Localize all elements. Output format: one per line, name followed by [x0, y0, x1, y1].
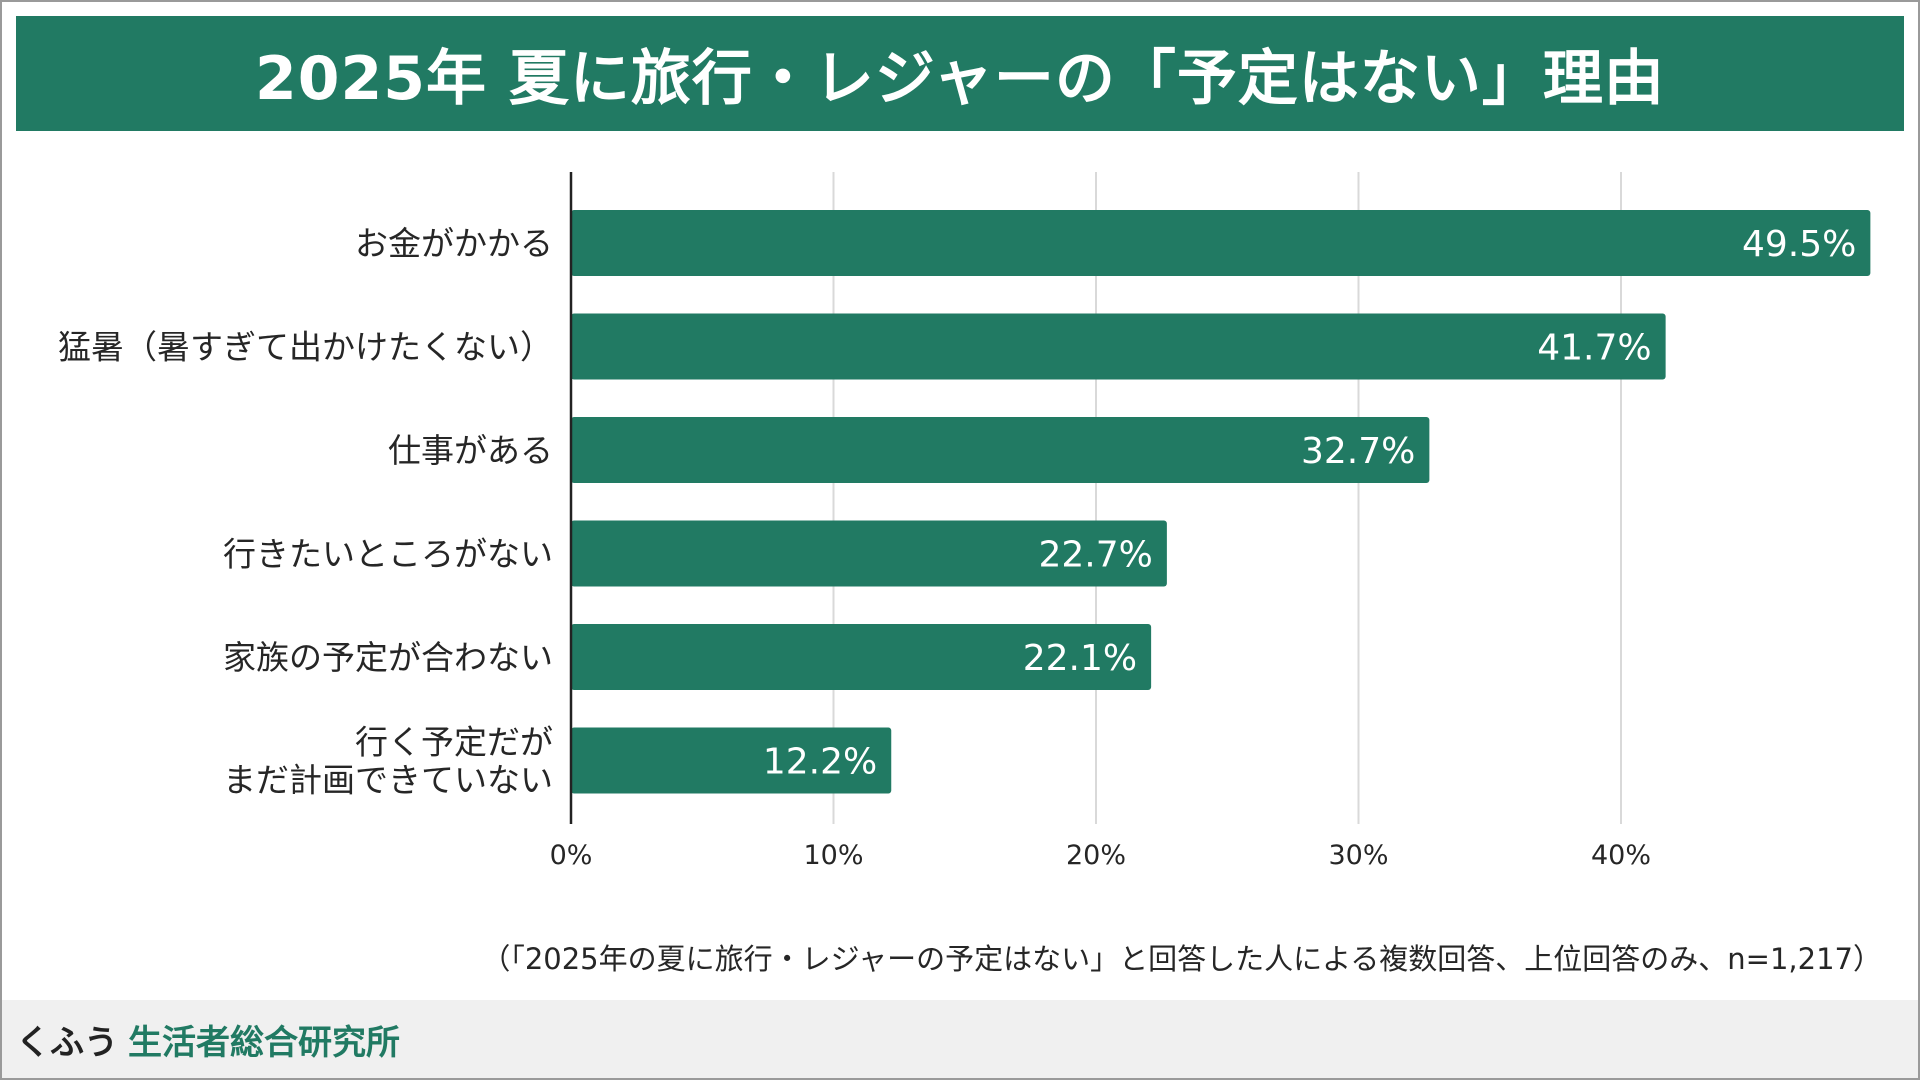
- category-label: 家族の予定が合わない: [223, 638, 553, 677]
- category-label: お金がかかる: [355, 224, 553, 263]
- bar: [571, 417, 1430, 483]
- page-title: 2025年 夏に旅行・レジャーの「予定はない」理由: [255, 44, 1665, 114]
- category-label-line: お金がかかる: [355, 224, 553, 263]
- footer-brand: くふう 生活者総合研究所: [2, 1000, 1918, 1078]
- x-tick-label: 40%: [1591, 840, 1651, 871]
- x-tick-label: 20%: [1066, 840, 1126, 871]
- category-label-line: 猛暑（暑すぎて出かけたくない）: [58, 328, 553, 367]
- category-label: 行きたいところがない: [223, 535, 553, 574]
- data-label: 32.7%: [1301, 431, 1415, 472]
- category-label-line: 行きたいところがない: [223, 535, 553, 574]
- data-label: 41.7%: [1537, 328, 1651, 369]
- bar: [571, 520, 1167, 587]
- x-tick-label: 10%: [803, 840, 863, 871]
- bar: [571, 624, 1152, 690]
- data-label: 22.1%: [1023, 638, 1137, 679]
- bar: [571, 210, 1871, 276]
- x-tick-label: 30%: [1328, 840, 1388, 871]
- data-label: 22.7%: [1039, 535, 1153, 576]
- survey-note: （「2025年の夏に旅行・レジャーの予定はない」と回答した人による複数回答、上位…: [481, 942, 1882, 976]
- x-tick-label: 0%: [550, 840, 593, 871]
- brand-prefix: くふう: [16, 1022, 118, 1063]
- category-label-line: 家族の予定が合わない: [223, 638, 553, 677]
- brand-name: 生活者総合研究所: [128, 1022, 400, 1063]
- bar: [571, 727, 892, 794]
- category-label: 仕事がある: [388, 431, 553, 470]
- category-label: 猛暑（暑すぎて出かけたくない）: [58, 328, 553, 367]
- category-label: 行く予定だがまだ計画できていない: [223, 723, 553, 800]
- data-label: 12.2%: [763, 742, 877, 783]
- bar-chart: 0% 10% 20% 30% 40% 49.5% お金がかかる 41.7% 猛暑（暑すぎて出かけ…: [58, 172, 1871, 871]
- bar: [571, 313, 1666, 380]
- category-label-line: 行く予定だが: [355, 723, 553, 762]
- category-label-line: まだ計画できていない: [223, 761, 553, 800]
- data-label: 49.5%: [1742, 224, 1856, 265]
- title-banner: 2025年 夏に旅行・レジャーの「予定はない」理由: [16, 16, 1904, 131]
- category-label-line: 仕事がある: [388, 431, 553, 470]
